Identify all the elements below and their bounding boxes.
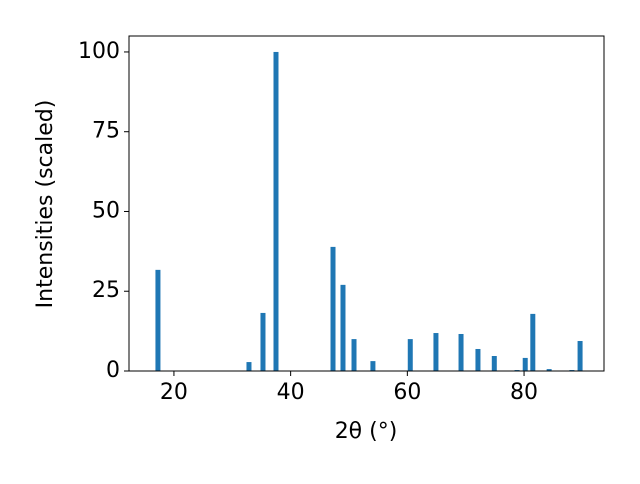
bar	[340, 284, 346, 371]
bar	[273, 51, 279, 371]
y-axis-label: Intensities (scaled)	[33, 100, 58, 309]
y-tick-label: 0	[106, 358, 120, 383]
bar	[246, 362, 252, 371]
x-tick-label: 20	[160, 380, 188, 405]
bar	[370, 361, 376, 371]
bar	[577, 341, 583, 371]
x-axis-label: 2θ (°)	[335, 419, 398, 444]
bar	[458, 333, 464, 371]
bar	[433, 333, 439, 371]
bar	[260, 312, 266, 371]
x-tick-label: 40	[277, 380, 305, 405]
bar	[351, 339, 357, 371]
y-tick-label: 50	[92, 198, 120, 223]
x-tick-label: 60	[393, 380, 421, 405]
bar	[491, 356, 497, 371]
y-tick-label: 100	[78, 39, 120, 64]
bar	[475, 348, 481, 371]
bar	[546, 369, 552, 371]
x-tick-label: 80	[510, 380, 538, 405]
bar	[530, 313, 536, 371]
y-tick-label: 75	[92, 119, 120, 144]
bar	[522, 357, 528, 371]
bar	[330, 246, 336, 371]
bar	[155, 269, 161, 371]
y-tick-label: 25	[92, 278, 120, 303]
bar	[407, 339, 413, 371]
plot-frame	[128, 35, 605, 372]
